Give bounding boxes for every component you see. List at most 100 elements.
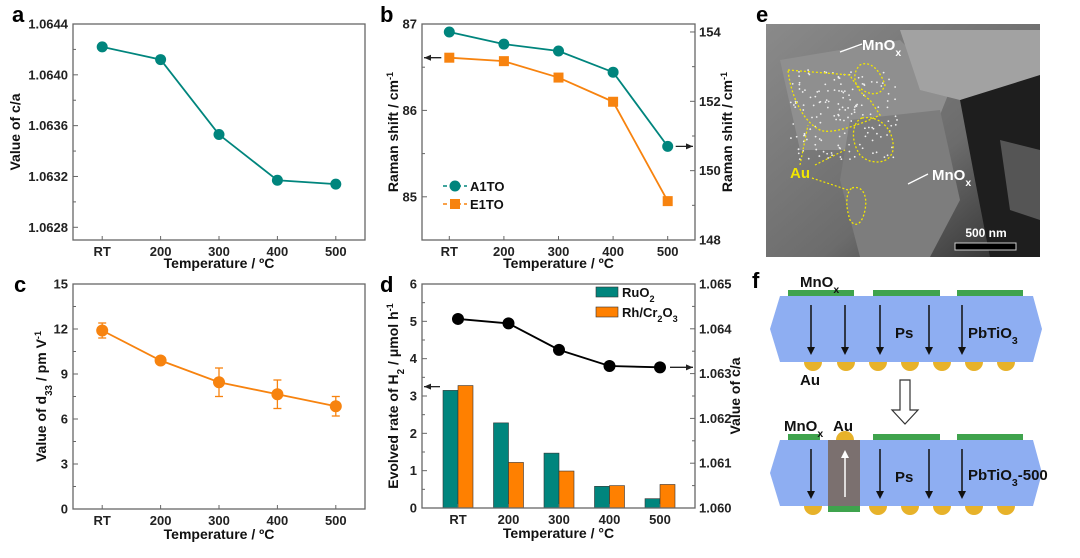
au-particle (881, 82, 884, 85)
scale-bar-label: 500 nm (965, 226, 1006, 240)
au-particle (870, 80, 873, 83)
x-tick-label: RT (94, 244, 111, 259)
y-tick-label: 2 (410, 426, 417, 441)
bar (508, 462, 524, 509)
legend-item: E1TO (443, 197, 504, 212)
y-tick-label: 3 (61, 457, 68, 472)
au-particle (872, 152, 874, 155)
au-particle (853, 155, 856, 158)
mnox-layer (788, 434, 820, 440)
text-run: RT (449, 512, 466, 527)
text-run: 4 (410, 351, 418, 366)
text-run: 1.0628 (28, 220, 68, 235)
text-run: PbTiO (968, 467, 1012, 484)
text-run: 500 (657, 244, 679, 259)
x-tick-label: RT (449, 512, 466, 527)
text-run: 12 (54, 322, 68, 337)
y-axis-label: Evolved rate of H2 / μmol h-1 (385, 303, 407, 489)
panel-d-chart: 0 1 2 3 4 5 6 1.060 1.061 1.062 1.063 1.064 1.065 RT 2… (385, 277, 743, 542)
au-label: Au (800, 372, 820, 389)
au-particle (886, 154, 889, 157)
au-particle (965, 362, 983, 371)
au-particle (838, 108, 841, 111)
x-tick-label: 300 (548, 512, 570, 527)
au-particle (894, 123, 897, 126)
panel-label-c: c (14, 272, 26, 297)
text-run: Raman shift / cm (385, 80, 401, 192)
y-right-axis-label: Raman shift / cm-1 (719, 72, 735, 192)
x-tick-label: 500 (325, 244, 347, 259)
text-run: Value of c/a (7, 93, 23, 170)
au-particle (886, 134, 888, 136)
au-particle (876, 132, 878, 135)
legend: A1TO E1TO (443, 179, 504, 212)
au-particle (818, 155, 821, 157)
data-point (444, 52, 455, 63)
au-particle (807, 69, 810, 71)
data-point (443, 26, 455, 38)
au-particle (858, 143, 861, 146)
legend-label: RuO2 (622, 285, 655, 304)
text-run: 154 (699, 24, 721, 39)
au-particle (853, 106, 856, 108)
au-particle (901, 362, 919, 371)
arrow-head (424, 383, 431, 390)
subscript: x (895, 47, 901, 59)
right-axis-arrow (675, 143, 693, 150)
data-point (96, 41, 108, 53)
x-tick-label: 400 (599, 512, 621, 527)
data-point (213, 129, 225, 141)
data-point (155, 54, 167, 66)
text-run: 200 (498, 512, 520, 527)
au-particle (838, 90, 840, 92)
au-particle (838, 135, 841, 138)
data-point (662, 196, 673, 207)
au-particle (815, 148, 818, 151)
au-particle (894, 86, 897, 88)
y-tick-label: 0 (61, 502, 68, 517)
text-run: RT (94, 513, 111, 528)
subscript: 2 (396, 368, 407, 374)
text-run: 2 (410, 426, 417, 441)
y-tick-label: 87 (403, 17, 417, 32)
au-particle (851, 88, 854, 91)
au-particle (815, 116, 818, 118)
au-particle (801, 91, 804, 93)
data-point (608, 96, 619, 107)
au-particle (826, 106, 829, 109)
au-particle (876, 81, 878, 84)
au-particle (888, 78, 890, 81)
au-particle (875, 151, 878, 154)
x-tick-label: 200 (150, 513, 172, 528)
au-particle (848, 150, 851, 153)
au-particle (827, 100, 830, 103)
au-particle (841, 106, 844, 109)
data-point (96, 324, 109, 337)
superscript: -1 (33, 331, 43, 339)
au-particle (830, 152, 833, 154)
au-region-outline (787, 63, 886, 132)
y-tick-label: 1.0628 (28, 220, 68, 235)
au-region-outline (852, 117, 894, 163)
au-particle (833, 89, 836, 91)
au-particle (804, 362, 822, 371)
text-run: 1.064 (699, 321, 732, 336)
y-tick-label: 5 (410, 314, 417, 329)
text-run: A1TO (470, 179, 504, 194)
au-particle (861, 75, 864, 78)
au-particle (805, 138, 808, 141)
text-run: Value of c/a (727, 357, 743, 434)
bar (594, 486, 610, 509)
x-tick-label: 500 (657, 244, 679, 259)
au-particle (849, 98, 852, 101)
series-line (457, 318, 661, 369)
text-run: 6 (61, 412, 68, 427)
text-run: Raman shift / cm (719, 80, 735, 192)
au-particle (861, 82, 864, 85)
label-pointer (839, 43, 863, 53)
au-particle (879, 135, 882, 138)
au-particle (933, 506, 951, 515)
polarization-arrow-head (958, 347, 966, 355)
